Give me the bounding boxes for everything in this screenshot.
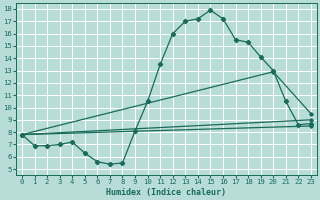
- X-axis label: Humidex (Indice chaleur): Humidex (Indice chaleur): [107, 188, 227, 197]
